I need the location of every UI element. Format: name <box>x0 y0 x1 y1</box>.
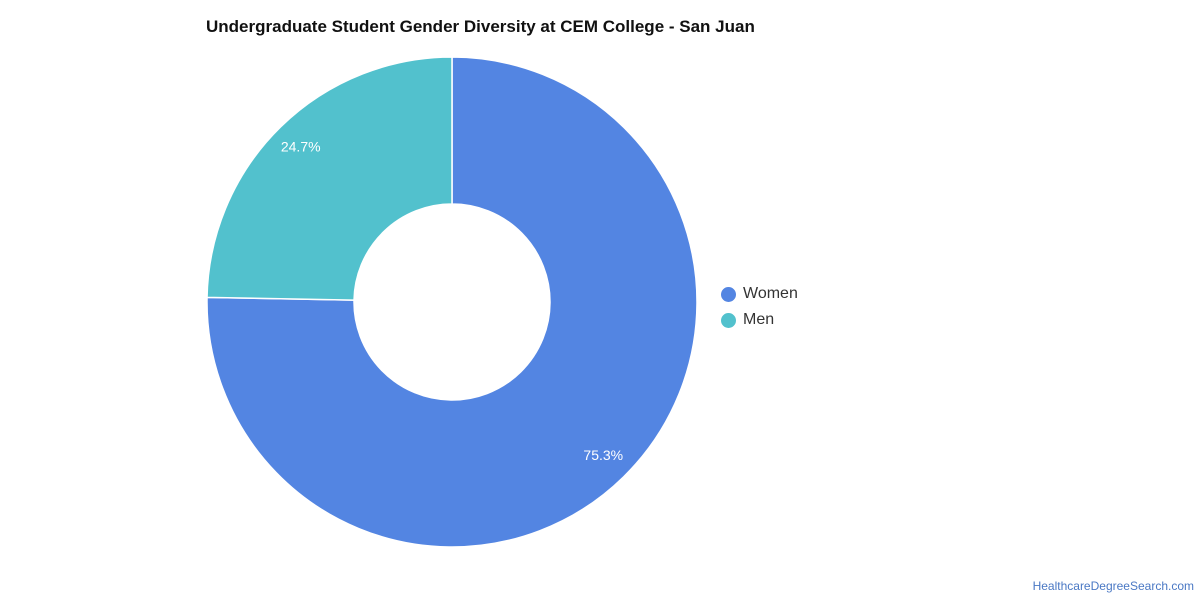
donut-slice-men[interactable] <box>206 56 453 301</box>
legend-swatch-women <box>721 286 736 302</box>
chart-legend: Women Men <box>721 281 798 333</box>
legend-item-women[interactable]: Women <box>721 281 798 307</box>
chart-title: Undergraduate Student Gender Diversity a… <box>206 17 755 36</box>
data-label-women: 75.3% <box>583 447 623 463</box>
legend-label-women: Women <box>743 285 798 302</box>
donut-slice-women[interactable] <box>206 56 698 548</box>
legend-swatch-men <box>721 312 736 328</box>
legend-label-men: Men <box>743 311 775 328</box>
data-label-men: 24.7% <box>281 139 321 155</box>
legend-item-men[interactable]: Men <box>721 307 798 333</box>
site-watermark[interactable]: HealthcareDegreeSearch.com <box>1032 579 1194 593</box>
